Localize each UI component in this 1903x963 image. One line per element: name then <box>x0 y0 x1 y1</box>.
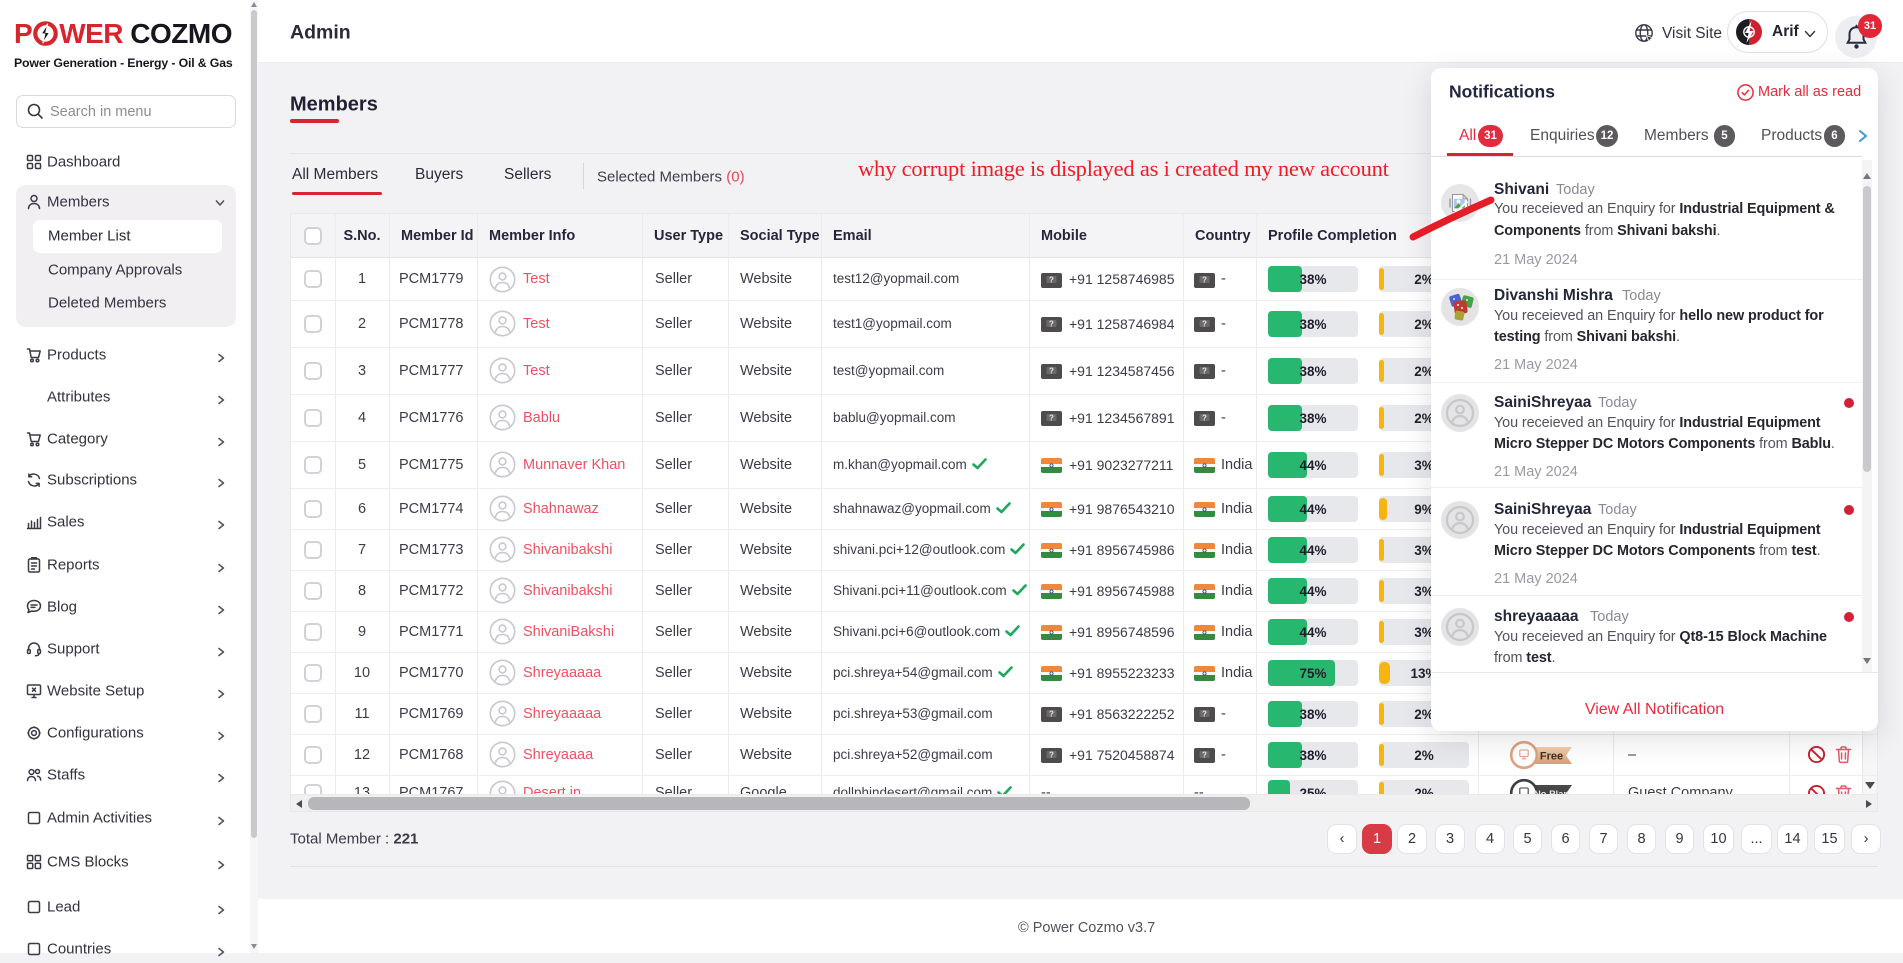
svg-text:?: ? <box>1049 367 1054 376</box>
svg-text:?: ? <box>1202 751 1207 760</box>
svg-text:?: ? <box>1202 367 1207 376</box>
svg-text:?: ? <box>1049 751 1054 760</box>
svg-text:?: ? <box>1202 710 1207 719</box>
svg-text:?: ? <box>1202 414 1207 423</box>
svg-text:?: ? <box>1049 414 1054 423</box>
svg-text:?: ? <box>1202 275 1207 284</box>
svg-text:?: ? <box>1049 710 1054 719</box>
svg-text:Free: Free <box>1540 750 1563 762</box>
svg-text:No Plan: No Plan <box>1534 789 1570 795</box>
svg-text:?: ? <box>1049 275 1054 284</box>
svg-text:?: ? <box>1202 320 1207 329</box>
svg-text:?: ? <box>1049 320 1054 329</box>
